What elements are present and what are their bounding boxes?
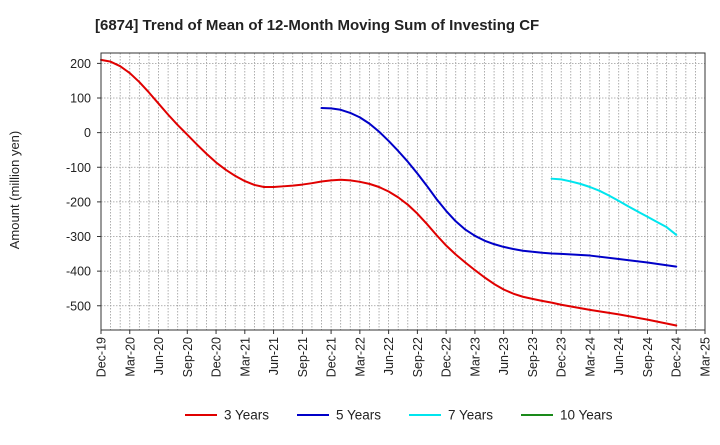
y-tick-label: -500 [66,299,91,313]
x-tick-label: Mar-24 [583,337,597,377]
x-tick-label: Sep-20 [181,337,195,377]
y-tick-label: 100 [70,92,91,106]
x-tick-label: Sep-23 [526,337,540,377]
x-tick-label: Sep-22 [411,337,425,377]
x-tick-label: Sep-21 [296,337,310,377]
x-tick-label: Dec-21 [325,337,339,377]
chart-title: [6874] Trend of Mean of 12-Month Moving … [95,17,539,34]
x-tick-label: Jun-24 [612,337,626,375]
x-tick-label: Jun-22 [382,337,396,375]
series-lines [100,58,678,327]
legend-label-7-years: 7 Years [448,408,493,423]
series-line-3-years [100,58,678,327]
x-tick-label: Dec-19 [95,337,109,377]
grid [101,53,705,330]
legend-label-5-years: 5 Years [336,408,381,423]
x-tick-label: Mar-25 [699,337,713,377]
x-tick-label: Jun-20 [152,337,166,375]
x-tick-label: Dec-24 [670,337,684,377]
legend: 3 Years 5 Years 7 Years 10 Years [185,408,613,423]
y-axis-ticks: 200 100 0 -100 -200 -300 -400 -500 [66,57,101,313]
y-tick-label: 200 [70,57,91,71]
y-tick-label: -100 [66,161,91,175]
plot-frame [100,52,706,331]
y-tick-label: -200 [66,195,91,209]
x-tick-label: Sep-24 [641,337,655,377]
series-line-7-years [550,177,678,236]
x-tick-label: Jun-23 [497,337,511,375]
y-axis-label: Amount (million yen) [7,131,22,250]
legend-label-10-years: 10 Years [560,408,613,423]
x-tick-label: Dec-22 [440,337,454,377]
y-tick-label: 0 [84,126,91,140]
x-tick-label: Mar-20 [123,337,137,377]
plot-area [101,53,705,330]
x-tick-label: Mar-23 [468,337,482,377]
x-tick-label: Dec-23 [555,337,569,377]
legend-label-3-years: 3 Years [224,408,269,423]
y-tick-label: -400 [66,265,91,279]
y-tick-label: -300 [66,230,91,244]
x-tick-label: Mar-21 [238,337,252,377]
series-line-5-years [320,107,678,268]
x-tick-label: Mar-22 [353,337,367,377]
x-tick-label: Dec-20 [210,337,224,377]
x-tick-label: Jun-21 [267,337,281,375]
x-axis-ticks: Dec-19 Mar-20 Jun-20 Sep-20 Dec-20 Mar-21 Jun-… [95,330,713,377]
